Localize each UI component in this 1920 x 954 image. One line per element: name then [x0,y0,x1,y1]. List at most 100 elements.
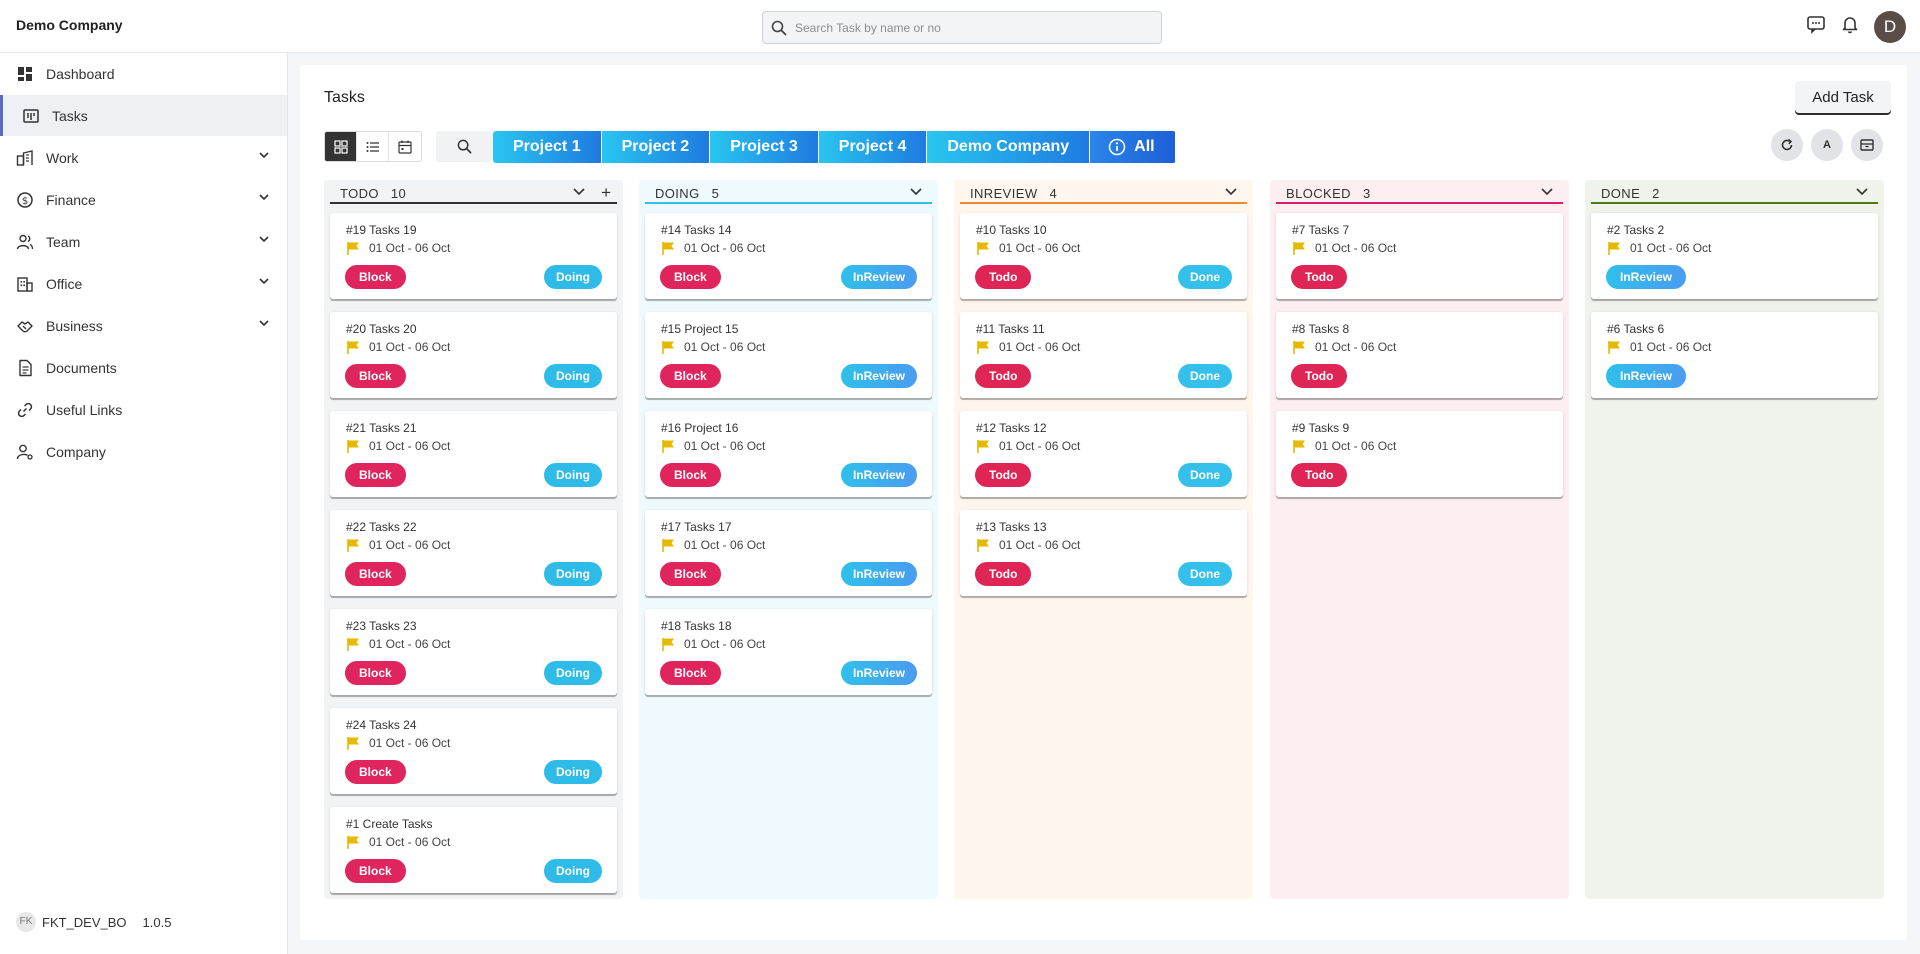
assignee-button[interactable]: A [1811,129,1843,161]
move-block-button[interactable]: Block [345,364,406,388]
move-block-button[interactable]: Block [345,463,406,487]
move-block-button[interactable]: Block [660,463,721,487]
task-card[interactable]: #1 Create Tasks 01 Oct - 06 Oct Block Doing [330,807,617,893]
move-todo-button[interactable]: Todo [975,562,1032,586]
chevron-down-icon[interactable] [1225,188,1237,196]
move-inreview-button[interactable]: InReview [840,265,917,289]
task-card[interactable]: #22 Tasks 22 01 Oct - 06 Oct Block Doing [330,510,617,596]
sidebar-item-business[interactable]: Business [0,305,287,346]
move-block-button[interactable]: Block [345,265,406,289]
task-card[interactable]: #15 Project 15 01 Oct - 06 Oct Block InRevi… [645,312,932,398]
task-card[interactable]: #12 Tasks 12 01 Oct - 06 Oct Todo Done [960,411,1247,497]
task-card[interactable]: #24 Tasks 24 01 Oct - 06 Oct Block Doing [330,708,617,794]
sidebar-item-documents[interactable]: Documents [0,347,287,388]
move-doing-button[interactable]: Doing [544,562,602,586]
project-filter-bar: Project 1 Project 2 Project 3 Project 4 … [493,131,1176,163]
task-card[interactable]: #18 Tasks 18 01 Oct - 06 Oct Block InReview [645,609,932,695]
task-card[interactable]: #14 Tasks 14 01 Oct - 06 Oct Block InReview [645,213,932,299]
chevron-down-icon[interactable] [1856,188,1868,196]
task-card[interactable]: #8 Tasks 8 01 Oct - 06 Oct Todo [1276,312,1563,398]
task-card[interactable]: #21 Tasks 21 01 Oct - 06 Oct Block Doing [330,411,617,497]
sidebar-item-work[interactable]: Work [0,137,287,178]
move-doing-button[interactable]: Doing [544,364,602,388]
board-view-button[interactable] [325,132,357,161]
move-inreview-button[interactable]: InReview [1606,265,1687,289]
calendar-view-button[interactable] [389,132,421,161]
filter-search-button[interactable] [436,131,492,162]
chevron-down-icon [259,152,269,159]
task-card[interactable]: #2 Tasks 2 01 Oct - 06 Oct InReview [1591,213,1878,299]
move-todo-button[interactable]: Todo [1291,265,1348,289]
move-inreview-button[interactable]: InReview [840,364,917,388]
move-done-button[interactable]: Done [1178,463,1232,487]
add-card-icon[interactable]: + [601,183,611,202]
move-inreview-button[interactable]: InReview [840,661,917,685]
move-todo-button[interactable]: Todo [975,463,1032,487]
filter-chip-demo-company[interactable]: Demo Company [927,131,1090,163]
move-done-button[interactable]: Done [1178,562,1232,586]
chevron-down-icon[interactable] [573,188,585,196]
task-card[interactable]: #7 Tasks 7 01 Oct - 06 Oct Todo [1276,213,1563,299]
move-block-button[interactable]: Block [345,859,406,883]
task-card[interactable]: #16 Project 16 01 Oct - 06 Oct Block InRevi… [645,411,932,497]
task-card[interactable]: #23 Tasks 23 01 Oct - 06 Oct Block Doing [330,609,617,695]
sidebar-item-label: Useful Links [46,401,123,418]
task-card[interactable]: #10 Tasks 10 01 Oct - 06 Oct Todo Done [960,213,1247,299]
move-block-button[interactable]: Block [345,562,406,586]
task-card[interactable]: #6 Tasks 6 01 Oct - 06 Oct InReview [1591,312,1878,398]
task-card[interactable]: #11 Tasks 11 01 Oct - 06 Oct Todo Done [960,312,1247,398]
filter-chip-project-3[interactable]: Project 3 [710,131,818,163]
move-done-button[interactable]: Done [1178,364,1232,388]
chevron-down-icon[interactable] [910,188,922,196]
move-block-button[interactable]: Block [345,760,406,784]
column-title-text: TODO [340,186,379,201]
task-card[interactable]: #13 Tasks 13 01 Oct - 06 Oct Todo Done [960,510,1247,596]
sidebar-item-tasks[interactable]: Tasks [0,95,287,136]
move-doing-button[interactable]: Doing [544,760,602,784]
move-done-button[interactable]: Done [1178,265,1232,289]
sidebar-item-useful-links[interactable]: Useful Links [0,389,287,430]
move-inreview-button[interactable]: InReview [1606,364,1687,388]
move-block-button[interactable]: Block [660,364,721,388]
move-doing-button[interactable]: Doing [544,463,602,487]
move-inreview-button[interactable]: InReview [840,463,917,487]
filter-chip-project-1[interactable]: Project 1 [493,131,601,163]
filter-chip-project-4[interactable]: Project 4 [818,131,927,163]
sidebar-item-team[interactable]: Team [0,221,287,262]
sidebar-item-finance[interactable]: $ Finance [0,179,287,220]
sidebar-item-office[interactable]: Office [0,263,287,304]
chevron-down-icon[interactable] [1541,188,1553,196]
avatar[interactable]: D [1874,11,1906,43]
task-card[interactable]: #9 Tasks 9 01 Oct - 06 Oct Todo [1276,411,1563,497]
sidebar-item-company[interactable]: Company [0,431,287,472]
move-inreview-button[interactable]: InReview [840,562,917,586]
task-card[interactable]: #17 Tasks 17 01 Oct - 06 Oct Block InReview [645,510,932,596]
search-input[interactable] [795,12,1155,43]
archive-button[interactable] [1851,129,1883,161]
move-todo-button[interactable]: Todo [1291,463,1348,487]
chat-icon[interactable] [1806,14,1830,38]
move-block-button[interactable]: Block [345,661,406,685]
task-card[interactable]: #19 Tasks 19 01 Oct - 06 Oct Block Doing [330,213,617,299]
refresh-button[interactable] [1771,129,1803,161]
sidebar-item-dashboard[interactable]: Dashboard [0,53,287,94]
move-block-button[interactable]: Block [660,562,721,586]
list-view-button[interactable] [357,132,389,161]
move-block-button[interactable]: Block [660,265,721,289]
move-doing-button[interactable]: Doing [544,661,602,685]
filter-chip-project-2[interactable]: Project 2 [601,131,710,163]
task-date-row: 01 Oct - 06 Oct [346,835,450,849]
move-todo-button[interactable]: Todo [975,364,1032,388]
move-block-button[interactable]: Block [660,661,721,685]
move-todo-button[interactable]: Todo [975,265,1032,289]
search-box[interactable] [762,11,1162,44]
add-task-button[interactable]: Add Task [1795,81,1891,113]
column-count: 2 [1652,186,1660,201]
task-card[interactable]: #20 Tasks 20 01 Oct - 06 Oct Block Doing [330,312,617,398]
move-doing-button[interactable]: Doing [544,265,602,289]
flag-icon [977,341,989,354]
filter-chip-all[interactable]: All [1090,131,1175,163]
bell-icon[interactable] [1840,14,1864,38]
move-todo-button[interactable]: Todo [1291,364,1348,388]
move-doing-button[interactable]: Doing [544,859,602,883]
